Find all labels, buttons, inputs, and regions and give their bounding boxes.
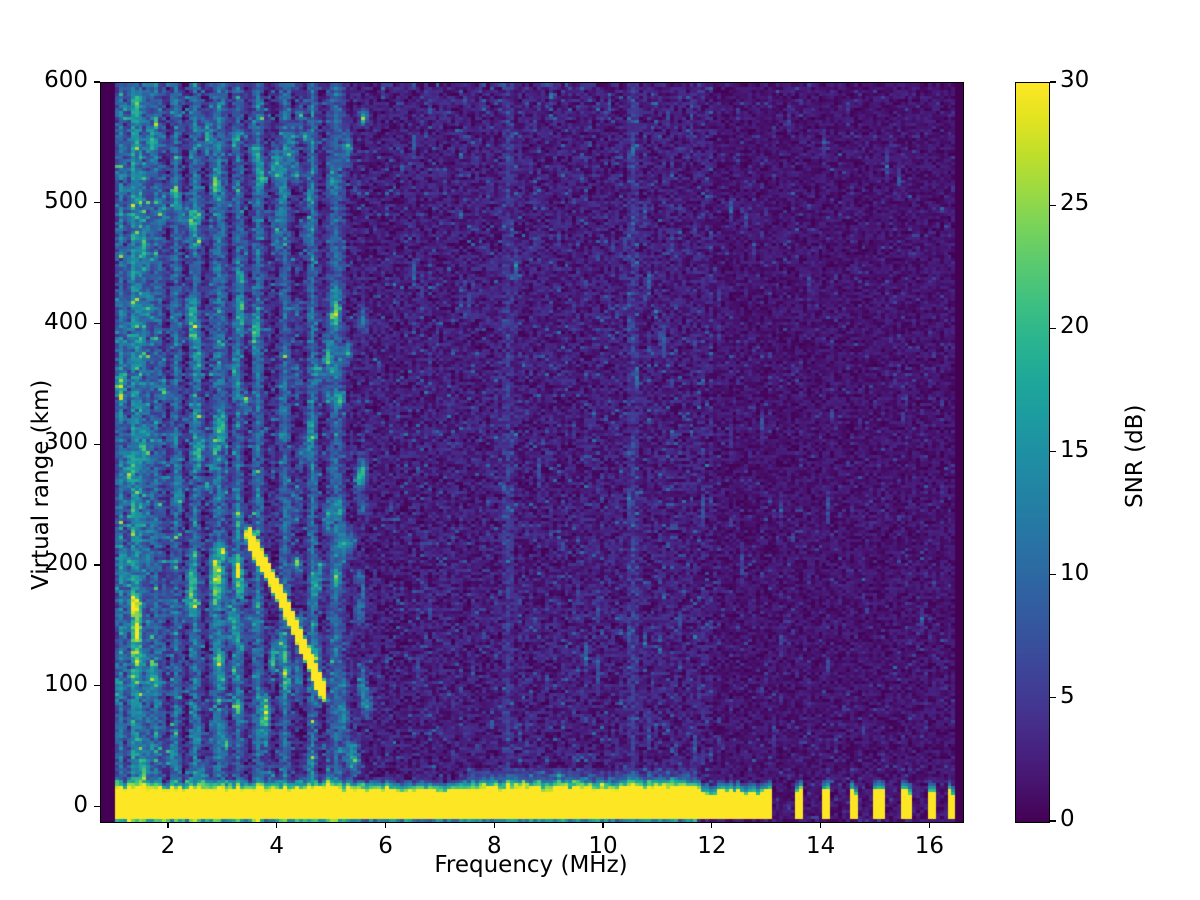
x-tick-label-4: 4 <box>269 833 285 859</box>
colorbar-tick-label-10: 10 <box>1060 559 1090 586</box>
x-tick-label-10: 10 <box>588 833 618 859</box>
y-tick-label-300: 300 <box>44 429 88 456</box>
y-tick-mark <box>94 685 100 687</box>
y-tick-label-400: 400 <box>44 308 88 335</box>
x-tick-mark <box>711 822 713 829</box>
colorbar-tick-label-0: 0 <box>1060 806 1075 832</box>
colorbar-tick-label-25: 25 <box>1060 190 1090 217</box>
y-tick-mark <box>94 443 100 445</box>
y-tick-mark <box>94 202 100 204</box>
y-tick-label-200: 200 <box>44 550 88 576</box>
colorbar-label: SNR (dB) <box>1122 404 1148 508</box>
colorbar-tick-mark <box>1050 327 1056 329</box>
y-tick-label-500: 500 <box>44 187 88 214</box>
colorbar-tick-label-30: 30 <box>1060 67 1090 93</box>
colorbar-tick-mark <box>1050 697 1056 699</box>
y-tick-label-600: 600 <box>44 67 88 93</box>
heatmap-plot-area[interactable] <box>100 82 964 823</box>
y-tick-mark <box>94 805 100 808</box>
colorbar-tick-mark <box>1050 820 1056 822</box>
x-tick-mark <box>384 822 387 829</box>
x-tick-label-12: 12 <box>697 833 727 859</box>
x-tick-mark <box>819 822 822 829</box>
x-tick-mark <box>276 822 278 829</box>
y-tick-label-100: 100 <box>44 670 88 697</box>
colorbar-tick-label-5: 5 <box>1060 682 1075 709</box>
colorbar-tick-label-15: 15 <box>1060 436 1090 463</box>
x-tick-label-16: 16 <box>914 833 944 859</box>
colorbar-tick-mark <box>1050 574 1056 576</box>
y-tick-mark <box>94 81 100 83</box>
colorbar-tick-mark <box>1050 204 1056 206</box>
x-tick-label-8: 8 <box>486 833 502 859</box>
x-tick-mark <box>602 822 604 829</box>
x-tick-label-14: 14 <box>805 833 836 859</box>
colorbar-tick-mark <box>1050 450 1056 453</box>
colorbar[interactable] <box>1015 82 1050 823</box>
x-tick-label-6: 6 <box>378 833 393 859</box>
y-tick-mark <box>94 564 100 566</box>
x-tick-label-2: 2 <box>160 833 176 859</box>
x-axis-label: Frequency (MHz) <box>434 852 628 878</box>
colorbar-gradient <box>1016 83 1049 822</box>
x-tick-mark <box>167 822 169 829</box>
x-tick-mark <box>928 822 931 829</box>
y-tick-mark <box>94 322 100 325</box>
colorbar-tick-label-20: 20 <box>1060 313 1090 340</box>
ionogram-heatmap[interactable] <box>101 83 963 822</box>
y-tick-label-0: 0 <box>73 791 88 818</box>
x-tick-mark <box>493 822 495 829</box>
colorbar-tick-mark <box>1050 81 1056 83</box>
